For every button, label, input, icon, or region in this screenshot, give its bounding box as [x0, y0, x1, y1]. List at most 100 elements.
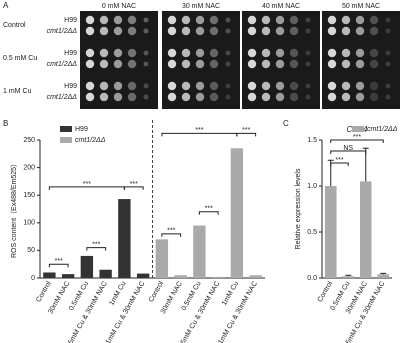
- significance-label: ***: [195, 127, 203, 134]
- colony-spot: [247, 92, 257, 102]
- significance-label: ***: [353, 134, 361, 141]
- legend-swatch: [352, 126, 364, 132]
- condition-label: 1 mM Cu: [3, 88, 32, 95]
- colony-spot: [209, 92, 219, 102]
- colony-spot: [113, 48, 123, 58]
- colony-spot: [261, 81, 271, 91]
- colony-spot: [225, 83, 231, 89]
- colony-spot: [127, 59, 137, 69]
- legend-label: cmt1/2ΔΔ: [75, 137, 106, 144]
- y-tick-label: 100: [23, 220, 35, 227]
- colony-spot: [369, 81, 379, 91]
- colony-spot: [341, 92, 351, 102]
- colony-spot: [113, 15, 123, 25]
- colony-spot: [113, 81, 123, 91]
- colony-spot: [167, 26, 177, 36]
- colony-spot: [327, 26, 337, 36]
- colony-spot: [209, 81, 219, 91]
- bar: [80, 255, 94, 278]
- colony-spot: [167, 15, 177, 25]
- colony-spot: [341, 48, 351, 58]
- strain-label: H99: [64, 17, 77, 24]
- colony-spot: [113, 26, 123, 36]
- colony-spot: [99, 92, 109, 102]
- colony-spot: [369, 59, 379, 69]
- colony-spot: [369, 92, 379, 102]
- x-tick-label: Control: [317, 280, 335, 303]
- significance-bracket: [330, 139, 384, 143]
- colony-spot: [143, 61, 149, 67]
- colony-spot: [289, 81, 299, 91]
- colony-spot: [289, 15, 299, 25]
- colony-spot: [369, 15, 379, 25]
- colony-spot: [143, 94, 149, 100]
- significance-label: ***: [55, 258, 63, 265]
- colony-spot: [85, 26, 95, 36]
- significance-label: ***: [167, 228, 175, 235]
- colony-spot: [143, 17, 149, 23]
- colony-spot: [327, 92, 337, 102]
- x-tick-label: 1mM Cu: [108, 280, 127, 306]
- colony-spot: [209, 59, 219, 69]
- significance-bracket: [123, 186, 144, 190]
- colony-spot: [275, 92, 285, 102]
- significance-bracket: [48, 263, 69, 268]
- colony-spot: [181, 81, 191, 91]
- bar: [359, 181, 372, 278]
- colony-spot: [209, 15, 219, 25]
- colony-spot: [181, 26, 191, 36]
- strain-label: cmt1/2ΔΔ: [47, 28, 78, 35]
- colony-spot: [195, 26, 205, 36]
- colony-spot: [385, 17, 391, 23]
- colony-spot: [385, 50, 391, 56]
- x-tick-label: 1mM Cu & 30mM NAC: [217, 280, 259, 343]
- colony-spot: [369, 26, 379, 36]
- column-header: 30 mM NAC: [182, 3, 220, 10]
- strain-label: H99: [64, 83, 77, 90]
- bar: [211, 276, 225, 278]
- colony-spot: [195, 92, 205, 102]
- colony-spot: [261, 26, 271, 36]
- colony-spot: [167, 59, 177, 69]
- colony-spot: [327, 15, 337, 25]
- colony-spot: [127, 26, 137, 36]
- x-tick-label: 1mM Cu & 30mM NAC: [105, 280, 147, 343]
- colony-spot: [247, 26, 257, 36]
- colony-spot: [167, 48, 177, 58]
- colony-spot: [99, 26, 109, 36]
- error-bar: [380, 272, 387, 275]
- colony-spot: [355, 48, 365, 58]
- colony-spot: [305, 61, 311, 67]
- colony-spot: [167, 81, 177, 91]
- colony-spot: [341, 15, 351, 25]
- significance-label: ***: [92, 241, 100, 248]
- colony-spot: [181, 92, 191, 102]
- y-axis-label: ROS content（Ex488/Em525）: [10, 160, 18, 258]
- bar: [230, 148, 244, 278]
- error-bar: [345, 274, 352, 277]
- colony-spot: [113, 92, 123, 102]
- colony-spot: [261, 92, 271, 102]
- colony-spot: [355, 26, 365, 36]
- x-tick-label: 1mM Cu: [221, 280, 240, 306]
- bar: [342, 276, 355, 278]
- significance-bracket: [198, 211, 219, 215]
- colony-spot: [209, 26, 219, 36]
- colony-spot: [167, 92, 177, 102]
- colony-spot: [195, 59, 205, 69]
- colony-spot: [305, 94, 311, 100]
- colony-spot: [341, 81, 351, 91]
- colony-spot: [275, 81, 285, 91]
- colony-spot: [355, 81, 365, 91]
- significance-bracket: [86, 247, 107, 251]
- condition-label: Control: [3, 22, 26, 29]
- colony-spot: [369, 48, 379, 58]
- significance-label: ***: [205, 206, 213, 213]
- strain-label: H99: [64, 50, 77, 57]
- y-tick-label: 50: [27, 247, 35, 254]
- colony-spot: [385, 83, 391, 89]
- colony-spot: [275, 48, 285, 58]
- significance-label: ***: [335, 157, 343, 164]
- significance-label: ***: [83, 181, 91, 188]
- colony-spot: [305, 83, 311, 89]
